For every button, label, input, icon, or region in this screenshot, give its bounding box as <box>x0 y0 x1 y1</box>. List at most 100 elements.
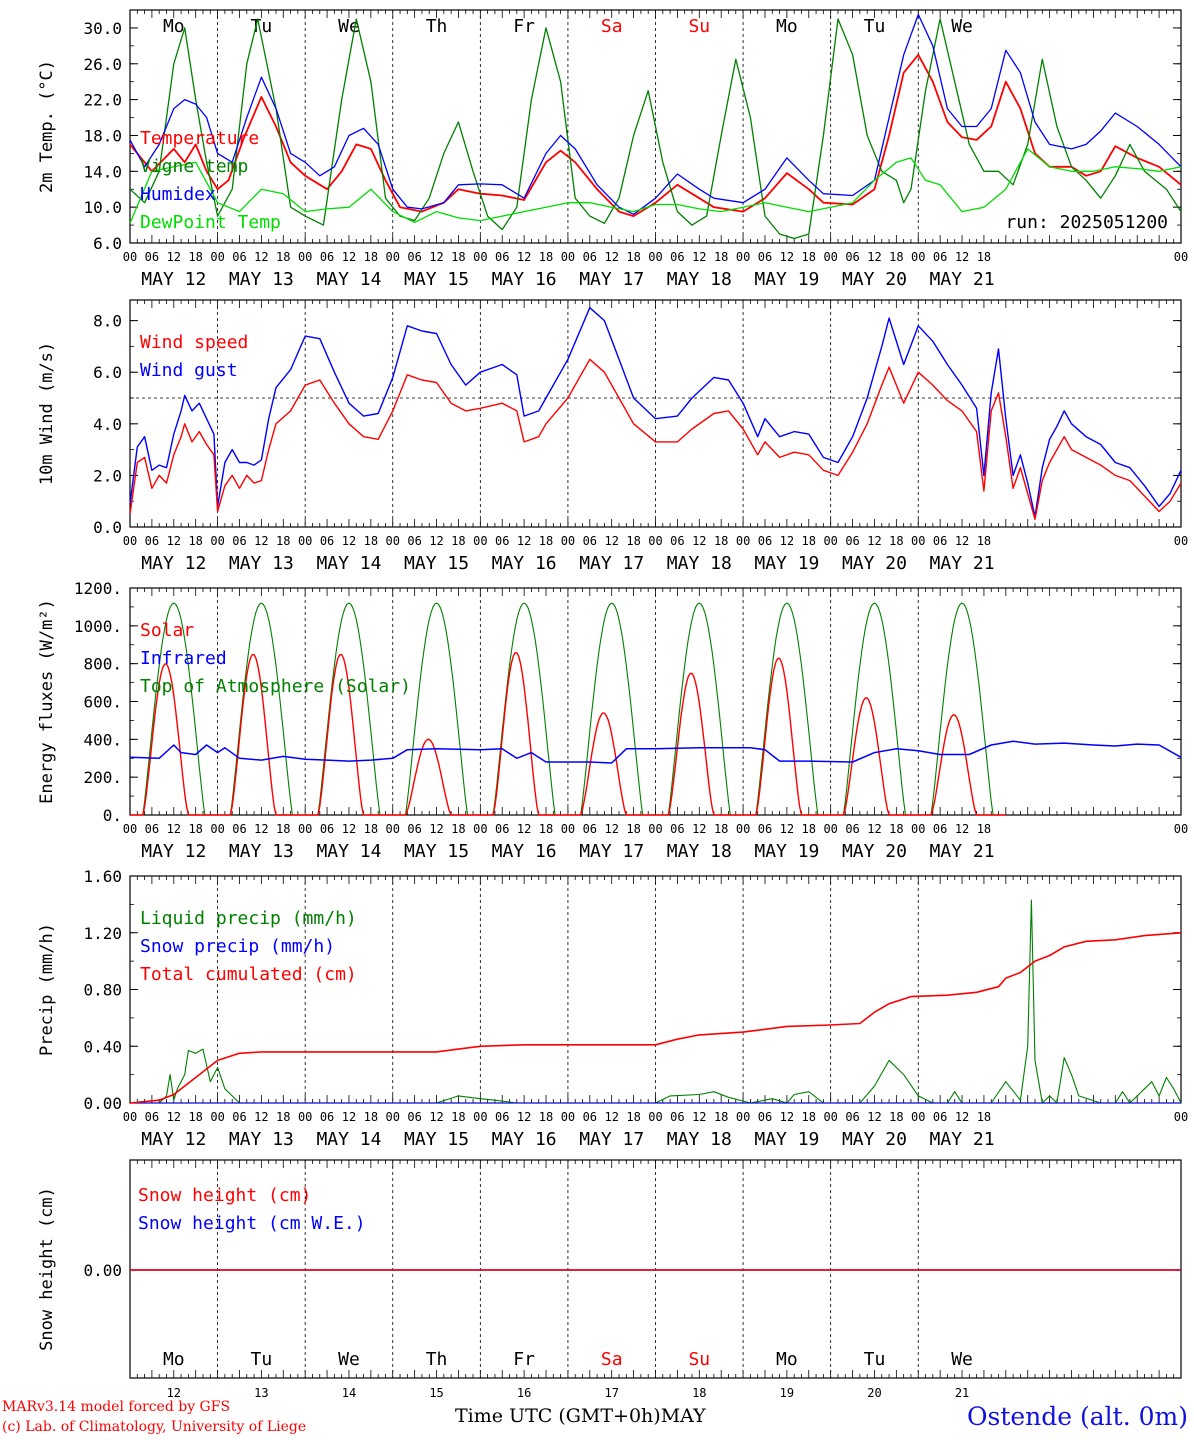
hour-label: 18 <box>977 1110 991 1124</box>
y-tick-label: 10.0 <box>83 198 122 217</box>
date-label: MAY 21 <box>930 1129 995 1150</box>
hour-label: 06 <box>758 534 772 548</box>
date-label: MAY 20 <box>842 553 907 574</box>
hour-label: 18 <box>977 822 991 836</box>
hour-label: 06 <box>495 534 509 548</box>
hour-label: 12 <box>517 822 531 836</box>
y-tick-label: 800. <box>83 655 122 674</box>
date-label: MAY 16 <box>492 1129 557 1150</box>
day-number: 14 <box>342 1386 356 1400</box>
hour-label: 12 <box>692 822 706 836</box>
weekday-label: Th <box>426 1349 448 1370</box>
hour-label: 18 <box>539 250 553 264</box>
date-label: MAY 12 <box>141 1129 206 1150</box>
date-label: MAY 14 <box>316 841 381 862</box>
day-number: 17 <box>604 1386 618 1400</box>
hour-label: 06 <box>583 1110 597 1124</box>
date-label: MAY 21 <box>930 553 995 574</box>
hour-label: 18 <box>276 822 290 836</box>
hour-label: 00 <box>561 534 575 548</box>
date-label: MAY 14 <box>316 1129 381 1150</box>
hour-label: 06 <box>670 822 684 836</box>
hour-label: 06 <box>320 250 334 264</box>
y-tick-label: 18.0 <box>83 126 122 145</box>
hour-label: 18 <box>626 1110 640 1124</box>
hour-label: 00 <box>386 250 400 264</box>
y-tick-label: 26.0 <box>83 55 122 74</box>
weekday-label: Su <box>688 1349 710 1370</box>
hour-label: 12 <box>342 250 356 264</box>
hour-label: 00 <box>911 1110 925 1124</box>
date-label: MAY 17 <box>579 553 644 574</box>
hour-label: 06 <box>583 250 597 264</box>
weekday-label: Tu <box>251 16 273 37</box>
legend-entry: DewPoint Temp <box>140 212 281 233</box>
hour-label: 06 <box>232 534 246 548</box>
series-line <box>129 740 1182 764</box>
legend-entry: Snow height (cm) <box>138 1185 311 1206</box>
legend-entry: Wind speed <box>140 332 248 353</box>
date-label: MAY 16 <box>492 841 557 862</box>
hour-label: 00 <box>123 250 137 264</box>
hour-label: 00 <box>298 534 312 548</box>
hour-label: 06 <box>145 250 159 264</box>
hour-label: 00 <box>561 822 575 836</box>
legend-entry: Snow height (cm W.E.) <box>138 1213 366 1234</box>
hour-label: 18 <box>802 250 816 264</box>
hour-label: 00 <box>736 534 750 548</box>
hour-label: 12 <box>604 1110 618 1124</box>
hour-label: 18 <box>188 1110 202 1124</box>
hour-label: 06 <box>320 1110 334 1124</box>
date-label: MAY 14 <box>316 553 381 574</box>
y-tick-label: 6.0 <box>93 363 122 382</box>
y-tick-label: 1200. <box>74 579 122 598</box>
hour-label: 06 <box>933 1110 947 1124</box>
hour-label: 00 <box>823 534 837 548</box>
y-tick-label: 0.80 <box>83 981 122 1000</box>
hour-label: 18 <box>802 822 816 836</box>
day-number: 20 <box>867 1386 881 1400</box>
hour-label: 18 <box>626 250 640 264</box>
y-tick-label: 14.0 <box>83 162 122 181</box>
hour-label: 12 <box>780 534 794 548</box>
hour-label: 06 <box>845 1110 859 1124</box>
hour-label: 00 <box>911 822 925 836</box>
hour-label: 00 <box>648 1110 662 1124</box>
hour-label: 06 <box>845 822 859 836</box>
hour-label: 00 <box>386 1110 400 1124</box>
hour-label: 18 <box>539 1110 553 1124</box>
series-line <box>130 652 1006 816</box>
hour-label: 00 <box>561 250 575 264</box>
series-line <box>129 148 1182 224</box>
x-axis-label: Time UTC (GMT+0h)MAY <box>455 1405 706 1427</box>
date-label: MAY 13 <box>229 841 294 862</box>
day-number: 21 <box>955 1386 969 1400</box>
hour-label: 00 <box>123 822 137 836</box>
hour-label: 18 <box>451 534 465 548</box>
hour-label: 00 <box>648 250 662 264</box>
hour-label: 12 <box>254 822 268 836</box>
day-number: 18 <box>692 1386 706 1400</box>
hour-label: 00 <box>298 1110 312 1124</box>
series-line <box>129 13 1182 215</box>
hour-label: 18 <box>626 822 640 836</box>
date-label: MAY 21 <box>930 269 995 290</box>
y-axis-label: Precip (mm/h) <box>37 923 57 1056</box>
hour-label: 06 <box>845 534 859 548</box>
hour-label: 18 <box>889 534 903 548</box>
hour-label: 12 <box>429 534 443 548</box>
date-label: MAY 18 <box>667 553 732 574</box>
hour-label: 12 <box>867 822 881 836</box>
weekday-label: Mo <box>163 16 185 37</box>
date-label: MAY 15 <box>404 1129 469 1150</box>
hour-label: 12 <box>517 1110 531 1124</box>
hour-label: 18 <box>364 822 378 836</box>
weekday-label: Mo <box>163 1349 185 1370</box>
hour-label: 06 <box>933 534 947 548</box>
hour-label: 00 <box>386 534 400 548</box>
date-label: MAY 14 <box>316 269 381 290</box>
hour-label: 12 <box>604 250 618 264</box>
date-label: MAY 15 <box>404 841 469 862</box>
weekday-label: Th <box>426 16 448 37</box>
hour-label: 00 <box>823 1110 837 1124</box>
